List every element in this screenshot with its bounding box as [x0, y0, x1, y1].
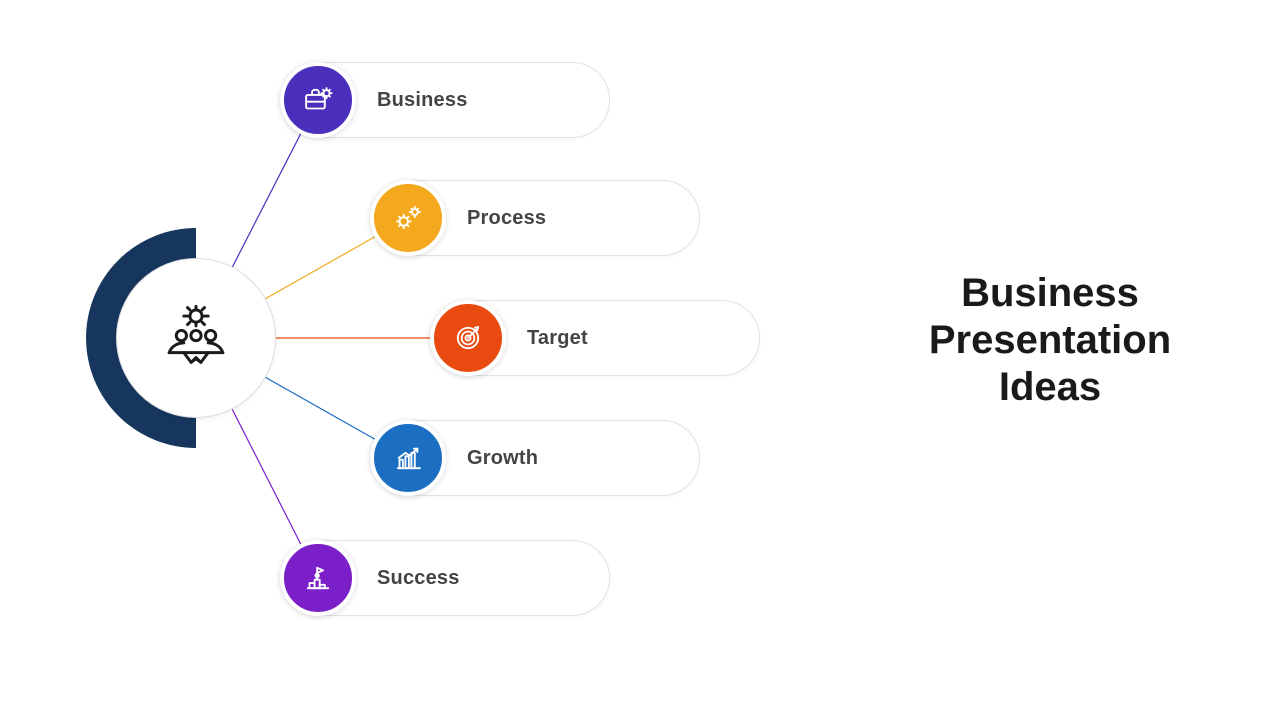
target-icon — [430, 300, 506, 376]
connector-growth — [266, 377, 375, 439]
slide-title: BusinessPresentationIdeas — [870, 270, 1230, 412]
branch-process: Process — [370, 180, 700, 256]
hub-circle — [116, 258, 276, 418]
connector-process — [266, 237, 375, 299]
branch-label-success: Success — [377, 567, 460, 590]
briefcase-gear-icon — [280, 62, 356, 138]
flag-podium-icon — [280, 540, 356, 616]
title-line: Ideas — [870, 364, 1230, 411]
team-gear-handshake-icon — [157, 299, 235, 377]
branch-business: Business — [280, 62, 610, 138]
connector-success — [232, 409, 301, 544]
connector-business — [232, 134, 300, 267]
branch-label-process: Process — [467, 207, 546, 230]
infographic-stage: Business Process Target Growth — [0, 0, 1280, 720]
branch-label-business: Business — [377, 89, 468, 112]
branch-target: Target — [430, 300, 760, 376]
bar-chart-arrow-icon — [370, 420, 446, 496]
branch-success: Success — [280, 540, 610, 616]
title-line: Business — [870, 270, 1230, 317]
branch-label-target: Target — [527, 327, 588, 350]
title-line: Presentation — [870, 317, 1230, 364]
branch-growth: Growth — [370, 420, 700, 496]
branch-label-growth: Growth — [467, 447, 538, 470]
gears-icon — [370, 180, 446, 256]
